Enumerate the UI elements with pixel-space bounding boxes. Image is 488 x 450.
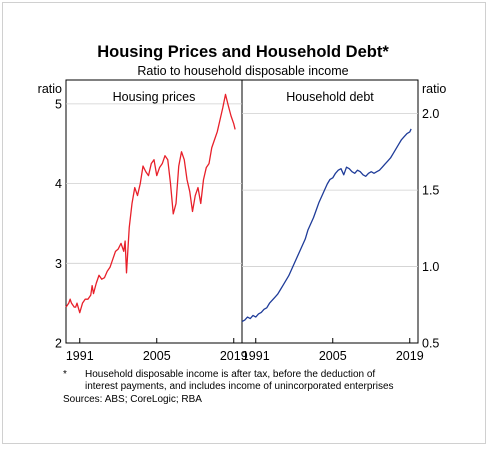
right-x-ticks: 1991 2005 2019 (242, 338, 424, 363)
housing-prices-line (65, 93, 236, 314)
chart-subtitle: Ratio to household disposable income (137, 64, 348, 78)
chart-frame: Housing Prices and Household Debt* Ratio… (2, 2, 486, 444)
right-unit-label: ratio (422, 82, 446, 96)
right-y-tick-label: 1.0 (422, 260, 439, 274)
left-y-tick-label: 5 (55, 97, 62, 111)
household-debt-line (241, 128, 412, 323)
left-y-tick-label: 4 (55, 177, 62, 191)
right-gridlines (242, 113, 418, 267)
right-y-tick-label: 1.5 (422, 184, 439, 198)
right-y-ticks: 0.5 1.0 1.5 2.0 (422, 107, 439, 350)
right-x-tick-label: 1991 (242, 349, 270, 363)
right-x-tick-label: 2005 (319, 349, 347, 363)
chart-svg: Housing Prices and Household Debt* Ratio… (38, 43, 447, 405)
footnote-line-1: Household disposable income is after tax… (85, 369, 375, 380)
right-y-tick-label: 0.5 (422, 337, 439, 351)
left-y-tick-label: 3 (55, 257, 62, 271)
left-x-tick-label: 2019 (220, 349, 248, 363)
footnote-marker: * (63, 369, 67, 380)
left-x-tick-label: 2005 (143, 349, 171, 363)
sources-note: Sources: ABS; CoreLogic; RBA (63, 394, 202, 405)
left-unit-label: ratio (38, 82, 62, 96)
chart-title: Housing Prices and Household Debt* (97, 43, 389, 61)
left-x-ticks: 1991 2005 2019 (66, 338, 248, 363)
right-y-tick-label: 2.0 (422, 107, 439, 121)
left-y-tick-label: 2 (55, 337, 62, 351)
left-y-ticks: 2 3 4 5 (55, 97, 62, 350)
left-panel-title: Housing prices (113, 90, 196, 104)
left-gridlines (66, 103, 242, 264)
right-panel-title: Household debt (286, 90, 374, 104)
footnote-line-2: interest payments, and includes income o… (85, 381, 394, 392)
left-x-tick-label: 1991 (66, 349, 94, 363)
right-x-tick-label: 2019 (396, 349, 424, 363)
